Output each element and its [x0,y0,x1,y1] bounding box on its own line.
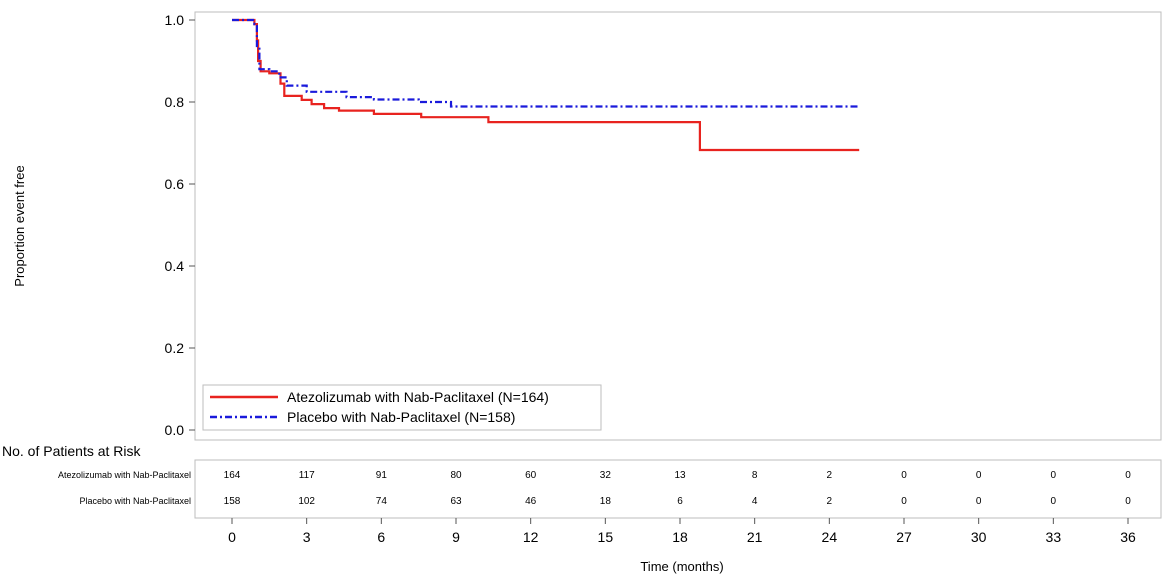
x-tick-label: 12 [523,529,539,545]
y-axis-title: Proportion event free [12,165,27,286]
x-axis-ticks: 0 3 6 9 12 15 18 21 24 27 30 33 36 [228,518,1136,545]
risk-row-label-placebo: Placebo with Nab-Paclitaxel [79,496,191,506]
x-tick-label: 36 [1120,529,1136,545]
risk-count: 60 [525,470,537,481]
risk-count: 32 [600,470,612,481]
survival-curves [232,18,860,152]
x-tick-label: 3 [303,529,311,545]
risk-count: 63 [450,496,462,507]
legend-label-atezolizumab: Atezolizumab with Nab-Paclitaxel (N=164) [287,389,549,405]
legend-box [202,384,602,431]
y-axis-ticks: 0.0 0.2 0.4 0.6 0.8 1.0 [165,12,195,438]
y-tick-label: 0.4 [165,258,185,274]
risk-count: 74 [376,496,388,507]
risk-count: 117 [299,470,315,481]
risk-count: 0 [976,470,982,481]
risk-count: 0 [901,470,907,481]
risk-count: 2 [827,496,833,507]
risk-count: 0 [976,496,982,507]
x-tick-label: 30 [971,529,987,545]
risk-count: 164 [224,470,241,481]
risk-table-frame [194,459,1162,519]
y-tick-label: 0.8 [165,94,185,110]
risk-count: 8 [752,470,758,481]
x-tick-label: 24 [822,529,838,545]
x-tick-label: 9 [452,529,460,545]
x-tick-label: 33 [1046,529,1062,545]
risk-count: 102 [298,496,315,507]
risk-count: 6 [677,496,683,507]
risk-count: 13 [674,470,686,481]
x-tick-label: 15 [598,529,614,545]
y-tick-label: 0.6 [165,176,185,192]
legend: Atezolizumab with Nab-Paclitaxel (N=164)… [202,384,602,431]
y-tick-label: 0.0 [165,422,185,438]
y-tick-label: 0.2 [165,340,185,356]
risk-count: 46 [525,496,537,507]
risk-count: 4 [752,496,758,507]
risk-count: 18 [600,496,612,507]
risk-count: 91 [376,470,388,481]
x-tick-label: 0 [228,529,236,545]
risk-count: 80 [450,470,462,481]
x-tick-label: 21 [747,529,763,545]
curve-placebo [232,18,860,108]
x-axis-title: Time (months) [640,559,723,574]
risk-count: 0 [1051,470,1057,481]
curve-atezolizumab [232,18,860,152]
risk-count: 0 [1125,470,1131,481]
risk-count: 0 [1125,496,1131,507]
risk-count: 2 [827,470,833,481]
risk-row-label-atezolizumab: Atezolizumab with Nab-Paclitaxel [58,470,191,480]
risk-counts: 164 117 91 80 60 32 13 8 2 0 0 0 0 158 102 74 63 46 18 6 4 2 0… [224,470,1132,507]
risk-count: 0 [1051,496,1057,507]
legend-label-placebo: Placebo with Nab-Paclitaxel (N=158) [287,409,515,425]
x-tick-label: 18 [672,529,688,545]
risk-count: 158 [224,496,241,507]
risk-table-title: No. of Patients at Risk [2,443,142,459]
plot-frame [194,11,1162,441]
x-tick-label: 27 [896,529,912,545]
x-tick-label: 6 [377,529,385,545]
risk-count: 0 [901,496,907,507]
y-tick-label: 1.0 [165,12,185,28]
